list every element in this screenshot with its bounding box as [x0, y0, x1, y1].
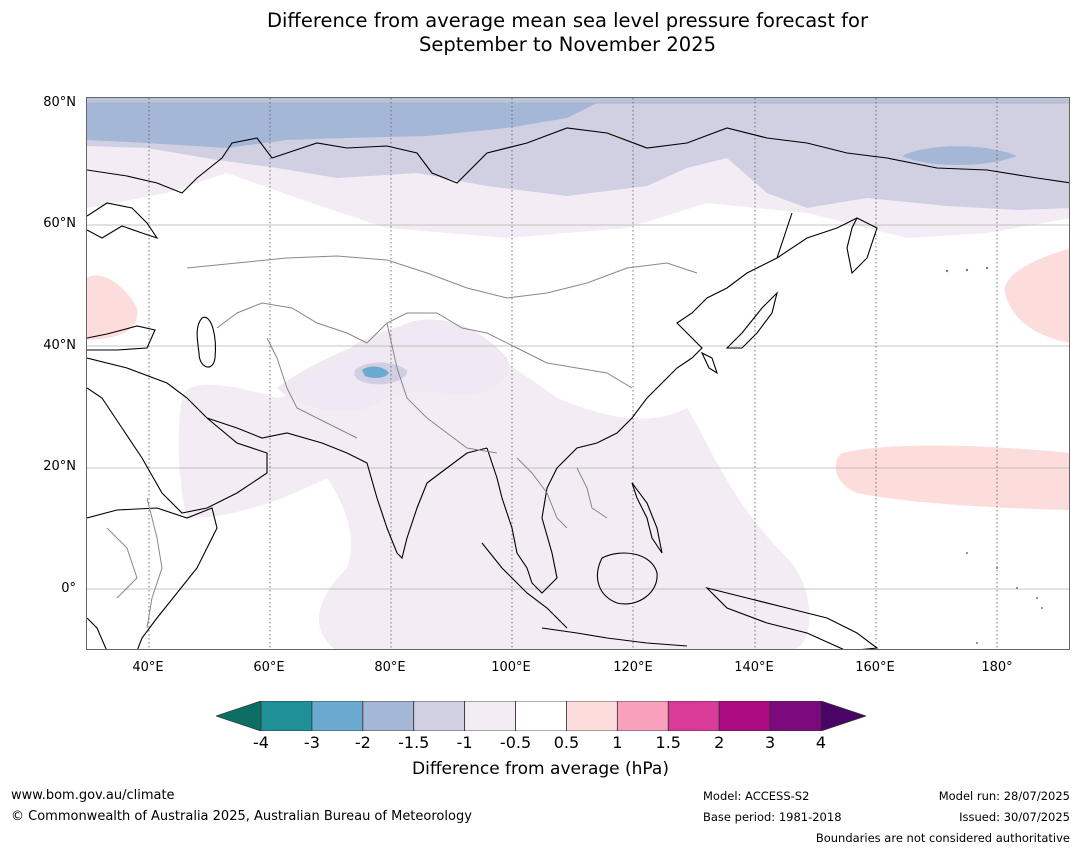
- coastlines: [87, 127, 1069, 649]
- lon-label-40e: 40°E: [132, 660, 164, 675]
- title-line-2: September to November 2025: [418, 33, 717, 56]
- colorbar-tick-label: -3: [303, 733, 320, 752]
- colorbar-extend-high: [820, 700, 868, 732]
- lon-label-140e: 140°E: [734, 660, 774, 675]
- colorbar-bin: [718, 700, 771, 732]
- colorbar-bin: [667, 700, 720, 732]
- colorbar-tick-label: -1.5: [398, 733, 430, 752]
- lon-label-160e: 160°E: [855, 660, 895, 675]
- lon-label-100e: 100°E: [491, 660, 531, 675]
- colorbar-tick-label: 2: [714, 733, 725, 752]
- colorbar-extend-low: [214, 700, 262, 732]
- map-svg: [87, 98, 1069, 649]
- anomaly-region-minus-2-to-minus-1.5-east: [902, 146, 1017, 165]
- longitude-gridlines: [148, 98, 998, 649]
- latitude-gridlines: [87, 102, 1069, 590]
- footer-website: www.bom.gov.au/climate: [11, 788, 175, 803]
- colorbar-bin: [566, 700, 618, 732]
- colorbar-bin: [515, 700, 567, 732]
- colorbar-bin: [464, 700, 516, 732]
- title-line-1: Difference from average mean sea level p…: [267, 9, 868, 32]
- colorbar-bin: [260, 700, 313, 732]
- footer-model: Model: ACCESS-S2: [703, 789, 810, 803]
- lat-label-40n: 40°N: [43, 338, 76, 353]
- chart-title: Difference from average mean sea level p…: [0, 9, 1081, 57]
- footer-issued: Issued: 30/07/2025: [959, 810, 1070, 824]
- colorbar-label: Difference from average (hPa): [412, 759, 669, 779]
- colorbar-tick-label: 1.5: [655, 733, 681, 752]
- colorbar-tick-label: 0.5: [553, 733, 580, 752]
- colorbar-tick-label: 4: [815, 733, 827, 752]
- small-islands: [945, 266, 1043, 644]
- country-boundaries: [106, 255, 698, 629]
- footer-disclaimer: Boundaries are not considered authoritat…: [815, 831, 1070, 845]
- colorbar-tick-label: 3: [764, 733, 776, 752]
- colorbar-bin: [769, 700, 822, 732]
- polar-band: [87, 98, 1069, 103]
- lon-label-60e: 60°E: [253, 660, 285, 675]
- colorbar: [214, 700, 868, 735]
- colorbar-bin: [413, 700, 466, 732]
- colorbar-bin: [362, 700, 415, 732]
- colorbar-tick-label: -4: [253, 733, 269, 752]
- footer-copyright: © Commonwealth of Australia 2025, Austra…: [11, 809, 472, 824]
- colorbar-svg: [214, 700, 868, 732]
- lon-label-180: 180°: [981, 660, 1013, 675]
- colorbar-tick-label: -1: [456, 733, 473, 752]
- anomaly-region-minus-2-to-minus-1.5: [87, 98, 607, 148]
- colorbar-bin: [616, 700, 669, 732]
- colorbar-bin: [311, 700, 364, 732]
- anomaly-region-positive-tropical-pacific: [835, 445, 1069, 510]
- lon-label-120e: 120°E: [613, 660, 653, 675]
- lon-label-80e: 80°E: [374, 660, 406, 675]
- lat-label-20n: 20°N: [43, 459, 76, 474]
- footer-model-run: Model run: 28/07/2025: [938, 789, 1070, 803]
- anomaly-region-positive-npacific: [1004, 248, 1069, 343]
- anomaly-region-positive-west: [87, 275, 138, 340]
- colorbar-tick-label: -0.5: [499, 733, 532, 752]
- lat-label-0: 0°: [61, 581, 76, 596]
- colorbar-tick-label: 1: [612, 733, 623, 752]
- colorbar-tick-label: -2: [354, 733, 371, 752]
- lat-label-80n: 80°N: [43, 95, 76, 110]
- footer-base-period: Base period: 1981-2018: [703, 810, 842, 824]
- anomaly-region-tibet-core: [362, 366, 389, 378]
- map-panel: [86, 97, 1070, 650]
- lat-label-60n: 60°N: [43, 216, 76, 231]
